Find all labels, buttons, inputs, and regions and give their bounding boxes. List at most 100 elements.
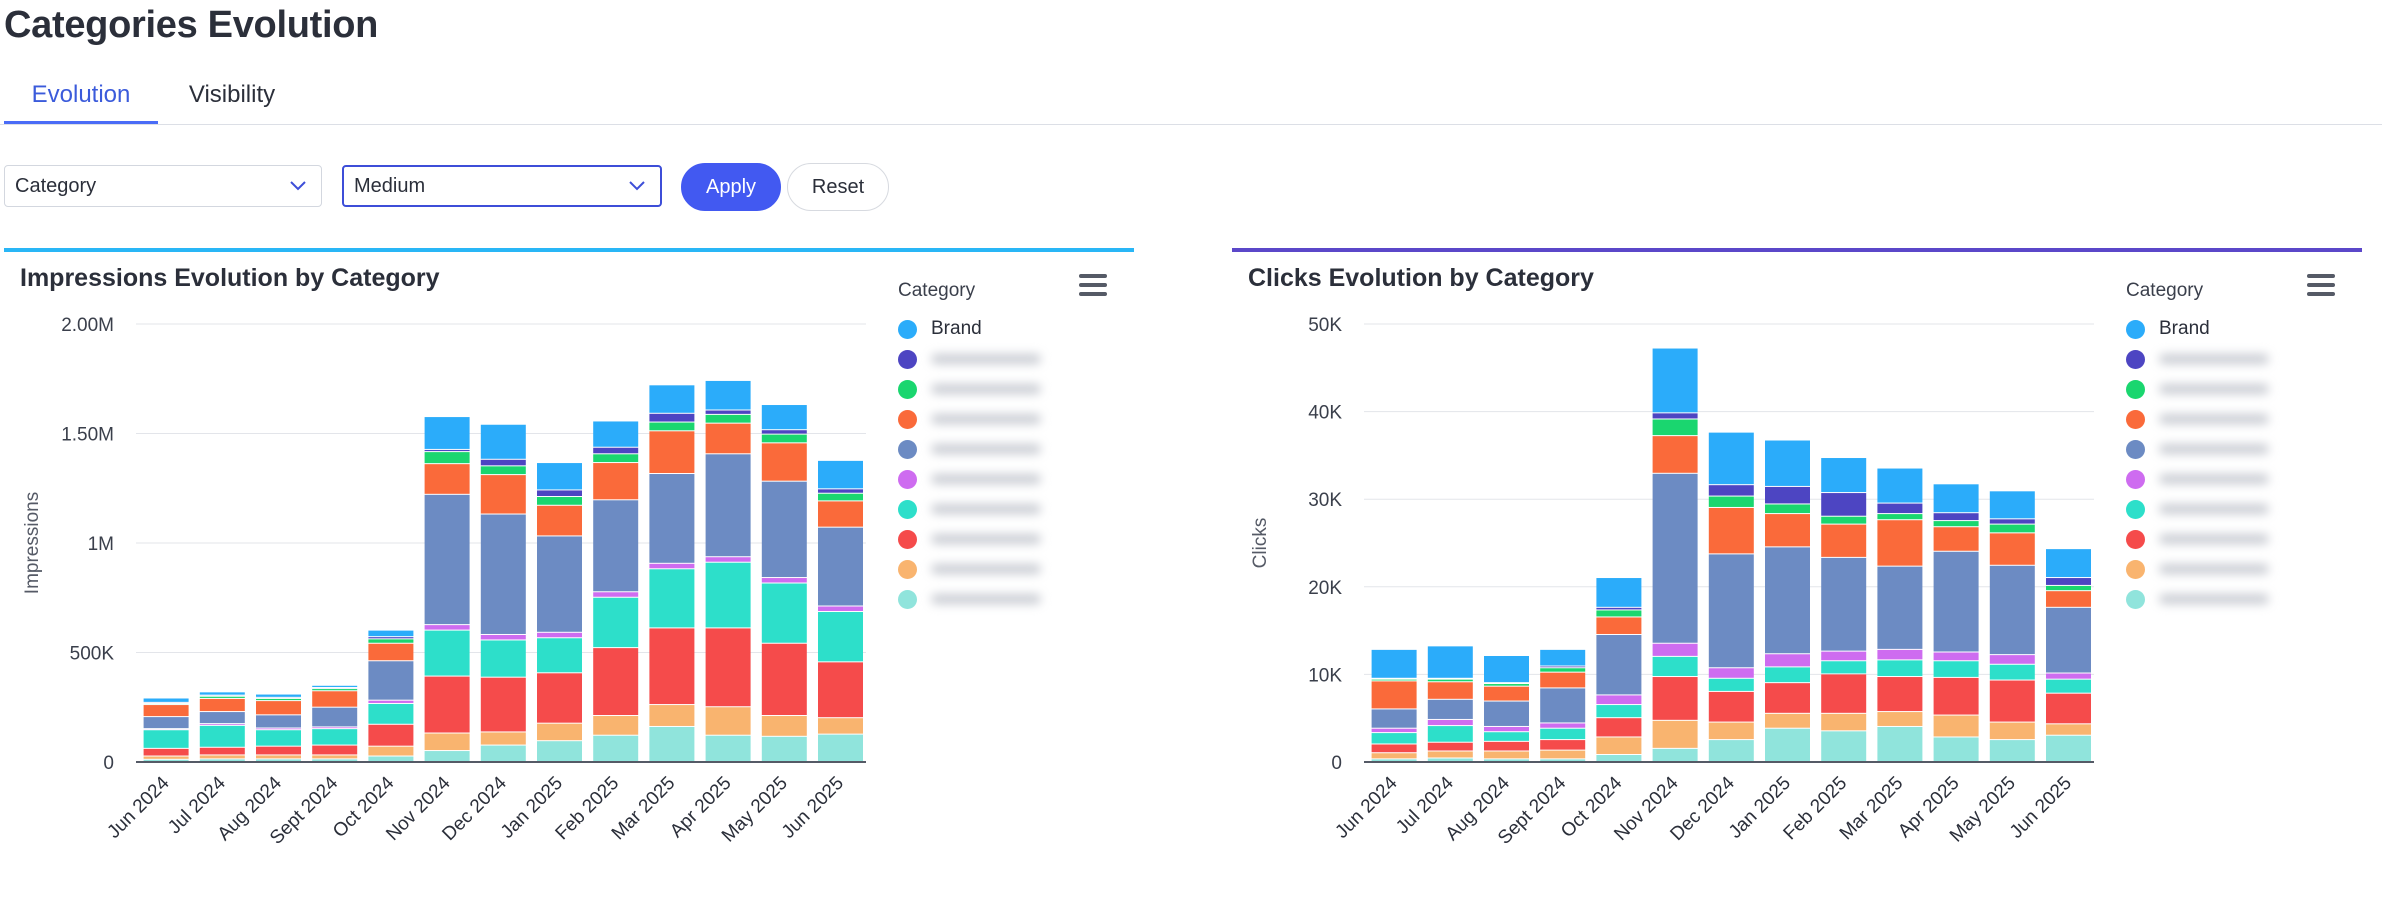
bar-segment[interactable]	[480, 677, 526, 732]
bar-segment[interactable]	[1371, 753, 1417, 759]
bar-segment[interactable]	[1933, 513, 1979, 521]
bar-segment[interactable]	[1877, 514, 1923, 520]
bar-segment[interactable]	[2046, 607, 2091, 673]
bar-segment[interactable]	[1933, 652, 1979, 661]
bar-segment[interactable]	[705, 707, 751, 735]
bar-segment[interactable]	[649, 422, 695, 431]
bar-segment[interactable]	[1708, 485, 1754, 496]
legend-item[interactable]	[898, 374, 1041, 404]
bar-segment[interactable]	[1877, 649, 1923, 660]
legend-item[interactable]	[2126, 524, 2269, 554]
bar-segment[interactable]	[1989, 565, 2035, 655]
bar-segment[interactable]	[368, 724, 414, 746]
bar-segment[interactable]	[256, 728, 301, 730]
bar-segment[interactable]	[649, 413, 695, 422]
bar-segment[interactable]	[368, 639, 414, 643]
bar-segment[interactable]	[1821, 731, 1867, 761]
bar-segment[interactable]	[1877, 520, 1923, 566]
bar-segment[interactable]	[312, 755, 358, 759]
bar-segment[interactable]	[368, 630, 414, 637]
bar-segment[interactable]	[199, 698, 245, 712]
bar-segment[interactable]	[1877, 726, 1923, 761]
bar-segment[interactable]	[649, 726, 695, 761]
bar-segment[interactable]	[1596, 617, 1642, 634]
bar-segment[interactable]	[593, 597, 639, 648]
bar-segment[interactable]	[1596, 695, 1642, 705]
bar-segment[interactable]	[1708, 496, 1754, 507]
bar-segment[interactable]	[1652, 436, 1698, 473]
bar-segment[interactable]	[1652, 677, 1698, 720]
bar-segment[interactable]	[199, 692, 245, 695]
bar-segment[interactable]	[1652, 413, 1698, 419]
bar-segment[interactable]	[368, 637, 414, 639]
bar-segment[interactable]	[1821, 557, 1867, 651]
bar-segment[interactable]	[1821, 516, 1867, 524]
bar-segment[interactable]	[705, 410, 751, 414]
bar-segment[interactable]	[1652, 748, 1698, 761]
bar-segment[interactable]	[480, 634, 526, 640]
bar-segment[interactable]	[1989, 491, 2035, 519]
bar-segment[interactable]	[1427, 742, 1473, 751]
bar-segment[interactable]	[593, 592, 639, 597]
bar-segment[interactable]	[649, 628, 695, 705]
tab-evolution[interactable]: Evolution	[4, 78, 158, 124]
bar-segment[interactable]	[1933, 677, 1979, 715]
legend-item[interactable]	[898, 584, 1041, 614]
bar-segment[interactable]	[199, 759, 245, 761]
bar-segment[interactable]	[818, 611, 863, 662]
bar-segment[interactable]	[1427, 726, 1473, 742]
bar-segment[interactable]	[593, 716, 639, 735]
bar-segment[interactable]	[2046, 673, 2091, 679]
bar-segment[interactable]	[537, 638, 582, 673]
bar-segment[interactable]	[1596, 705, 1642, 718]
bar-segment[interactable]	[143, 717, 189, 729]
bar-segment[interactable]	[1540, 728, 1586, 740]
bar-segment[interactable]	[761, 443, 807, 481]
bar-segment[interactable]	[537, 490, 582, 497]
menu-icon[interactable]	[1079, 274, 1107, 296]
bar-segment[interactable]	[143, 748, 189, 756]
bar-segment[interactable]	[1371, 709, 1417, 728]
bar-segment[interactable]	[480, 640, 526, 677]
bar-segment[interactable]	[1708, 507, 1754, 554]
bar-segment[interactable]	[1708, 668, 1754, 678]
bar-segment[interactable]	[1484, 751, 1529, 759]
bar-segment[interactable]	[480, 745, 526, 761]
bar-segment[interactable]	[1989, 533, 2035, 565]
bar-segment[interactable]	[649, 474, 695, 563]
bar-segment[interactable]	[1371, 649, 1417, 678]
bar-segment[interactable]	[1821, 651, 1867, 661]
bar-segment[interactable]	[1540, 672, 1586, 688]
bar-segment[interactable]	[312, 707, 358, 727]
bar-segment[interactable]	[1708, 691, 1754, 722]
bar-segment[interactable]	[1765, 667, 1810, 683]
bar-segment[interactable]	[143, 705, 189, 717]
legend-item[interactable]	[2126, 554, 2269, 584]
bar-segment[interactable]	[424, 751, 470, 761]
legend-item[interactable]	[2126, 434, 2269, 464]
bar-segment[interactable]	[1708, 722, 1754, 740]
bar-segment[interactable]	[199, 696, 245, 698]
bar-segment[interactable]	[1371, 733, 1417, 744]
bar-segment[interactable]	[761, 405, 807, 430]
bar-segment[interactable]	[1427, 679, 1473, 682]
legend-item[interactable]	[2126, 464, 2269, 494]
bar-segment[interactable]	[480, 732, 526, 745]
bar-segment[interactable]	[199, 712, 245, 724]
bar-segment[interactable]	[1540, 759, 1586, 761]
bar-segment[interactable]	[1989, 664, 2035, 680]
bar-segment[interactable]	[1765, 654, 1810, 667]
bar-segment[interactable]	[649, 431, 695, 474]
bar-segment[interactable]	[1933, 527, 1979, 551]
legend-item[interactable]	[2126, 374, 2269, 404]
reset-button[interactable]: Reset	[787, 163, 889, 211]
bar-segment[interactable]	[818, 493, 863, 501]
bar-segment[interactable]	[256, 715, 301, 728]
bar-segment[interactable]	[1652, 473, 1698, 643]
bar-segment[interactable]	[1877, 677, 1923, 712]
bar-segment[interactable]	[1821, 458, 1867, 493]
bar-segment[interactable]	[761, 430, 807, 434]
bar-segment[interactable]	[2046, 679, 2091, 693]
bar-segment[interactable]	[143, 698, 189, 702]
bar-segment[interactable]	[2046, 549, 2091, 578]
